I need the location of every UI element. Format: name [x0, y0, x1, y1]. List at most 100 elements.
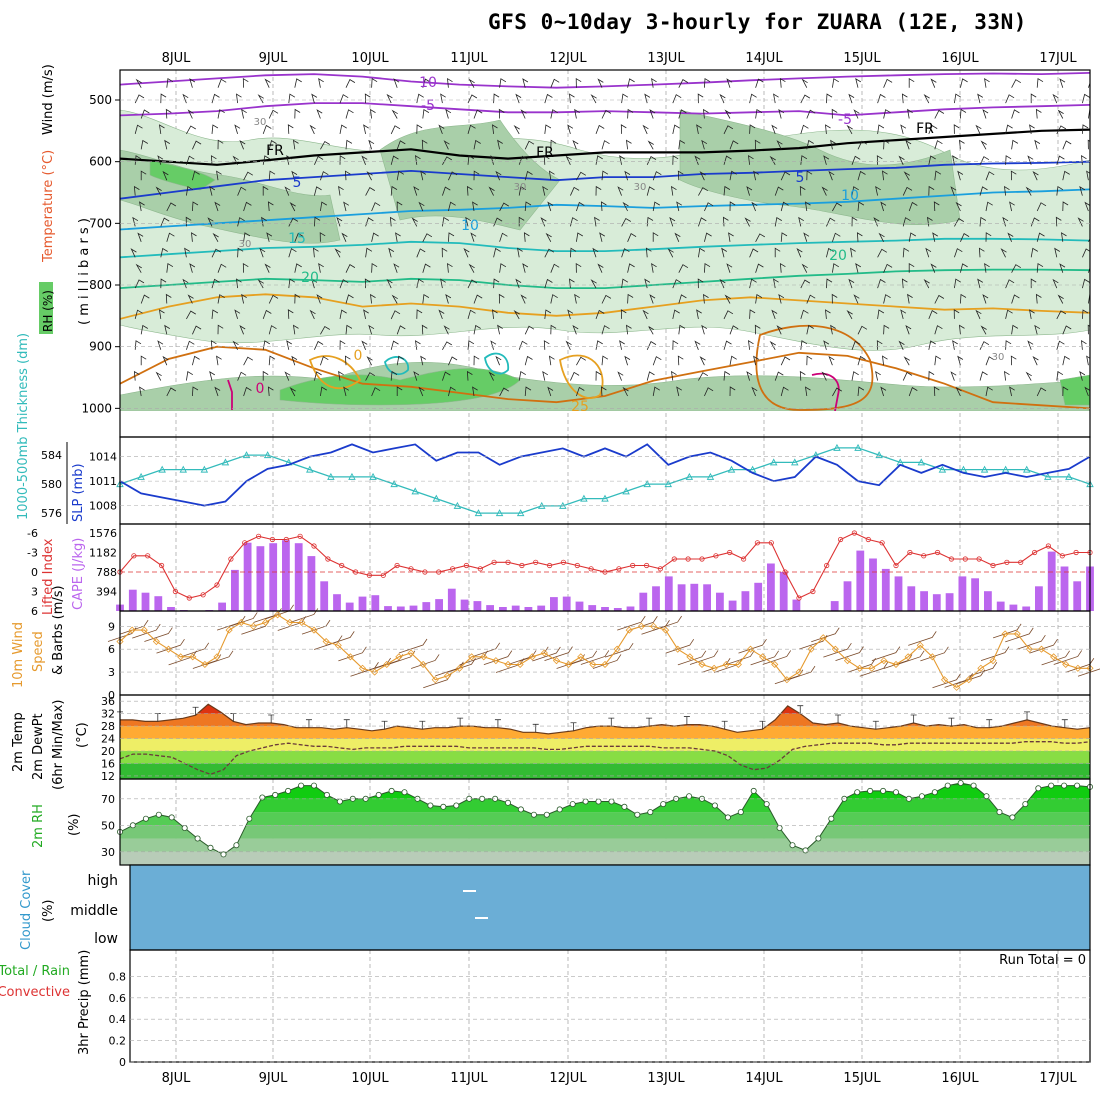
wind-barb	[166, 387, 177, 397]
wind-speed-point	[492, 657, 500, 665]
contour-label: 5	[293, 175, 302, 191]
wind-barb	[544, 309, 552, 319]
wind-barb	[592, 247, 599, 258]
lifted-index-point	[1018, 559, 1024, 565]
wind-barb	[570, 186, 580, 196]
wind-barb	[933, 386, 940, 397]
wind-barb	[155, 186, 162, 196]
wind-barb	[621, 93, 629, 104]
wind-barb	[728, 232, 734, 242]
wind-barb-10m	[483, 650, 513, 666]
wind-speed-point	[164, 645, 173, 653]
wind-barb	[646, 156, 657, 165]
wind-barb	[672, 309, 680, 319]
wind-speed-point	[953, 683, 961, 691]
wind-barb	[214, 201, 221, 212]
temp-minmax-bar	[872, 720, 879, 730]
wind-barb	[883, 139, 890, 150]
wind-barb	[903, 171, 910, 181]
cape-bar	[984, 591, 992, 611]
wind-barb	[599, 232, 606, 242]
wind-barb	[901, 278, 908, 289]
wind-barb	[1011, 324, 1019, 335]
wind-barb	[1036, 387, 1047, 397]
wind-barb	[292, 324, 299, 335]
wind-barb	[316, 109, 323, 119]
wind-speed-point	[795, 668, 803, 676]
wind-barb	[160, 278, 167, 289]
wind-speed-point	[771, 660, 779, 669]
wind-barb	[875, 370, 881, 381]
temperature-axis-label: Temperature (°C)	[41, 150, 56, 263]
wind-barb	[207, 217, 214, 227]
lifted-index-point	[1032, 549, 1038, 556]
wind-barb	[366, 171, 373, 181]
lifted-tick-label: -3	[27, 547, 38, 560]
wind-barb	[826, 247, 834, 258]
wind-barb	[1011, 79, 1022, 88]
wind-barb	[779, 262, 786, 273]
wind-barb	[1052, 93, 1059, 104]
wind-speed-point	[965, 676, 973, 684]
wind-barb	[821, 186, 828, 196]
wind-barb	[473, 170, 480, 181]
wind-barb-10m	[750, 650, 779, 666]
wind-speed-point	[552, 657, 561, 665]
wind-barb	[309, 309, 316, 320]
wind-barb	[420, 170, 427, 181]
wind-barb	[748, 340, 754, 350]
temp-minmax-bar	[608, 717, 615, 727]
wind-barb	[979, 186, 988, 196]
lifted-index-point	[186, 595, 192, 601]
lifted-index-point	[699, 556, 705, 562]
wind-speed-point	[977, 664, 985, 672]
wind-barb	[677, 355, 684, 366]
wind-speed-point	[783, 676, 791, 684]
wind-barb	[134, 94, 145, 104]
contour-label: -5	[421, 98, 435, 114]
pressure-tick-label: 800	[89, 278, 112, 292]
wind-barb	[140, 355, 147, 366]
wind-barb-10m	[701, 658, 731, 673]
wind-barb	[364, 93, 371, 104]
wind-barb	[490, 340, 497, 350]
thickness-point	[179, 465, 188, 473]
wind-barb	[267, 386, 274, 397]
wind-barb-10m	[726, 650, 755, 665]
wind-speed-point	[1074, 664, 1082, 672]
rh-point	[543, 811, 550, 818]
thickness-point	[474, 509, 483, 517]
cape-bar	[371, 595, 380, 611]
wind-barb	[524, 386, 532, 397]
wind-barb	[774, 247, 781, 258]
wind-barb	[774, 371, 784, 381]
wind-barb	[882, 170, 888, 181]
wind-barb	[418, 386, 425, 397]
isotherm-25	[120, 293, 1090, 320]
wind-barb	[701, 139, 708, 150]
rh-point	[142, 815, 149, 822]
wind-barb	[393, 78, 400, 88]
wind-barb	[601, 170, 609, 181]
wind-barb	[186, 155, 195, 165]
wind-barb	[960, 108, 967, 119]
wind-barb	[880, 386, 887, 397]
thickness-point	[685, 472, 694, 480]
wind-speed-point	[904, 653, 912, 661]
wind-barb	[746, 371, 753, 381]
wind-barb	[289, 387, 296, 397]
wind-barb-10m	[1005, 627, 1034, 643]
wind-barb	[314, 155, 324, 165]
wind-barb	[264, 78, 271, 88]
wind-barb	[287, 309, 294, 319]
wind-barb	[642, 124, 649, 135]
cape-bar	[1035, 586, 1043, 611]
rh-axis-label-1: 2m RH	[31, 804, 46, 848]
wind-barb	[898, 340, 905, 350]
wind-barb	[370, 108, 376, 119]
wind-barb	[311, 93, 318, 104]
lifted-index-point	[588, 566, 594, 572]
wind-barb	[846, 309, 853, 320]
wind-barb	[495, 170, 502, 181]
lifted-tick-label: 0	[31, 566, 38, 579]
